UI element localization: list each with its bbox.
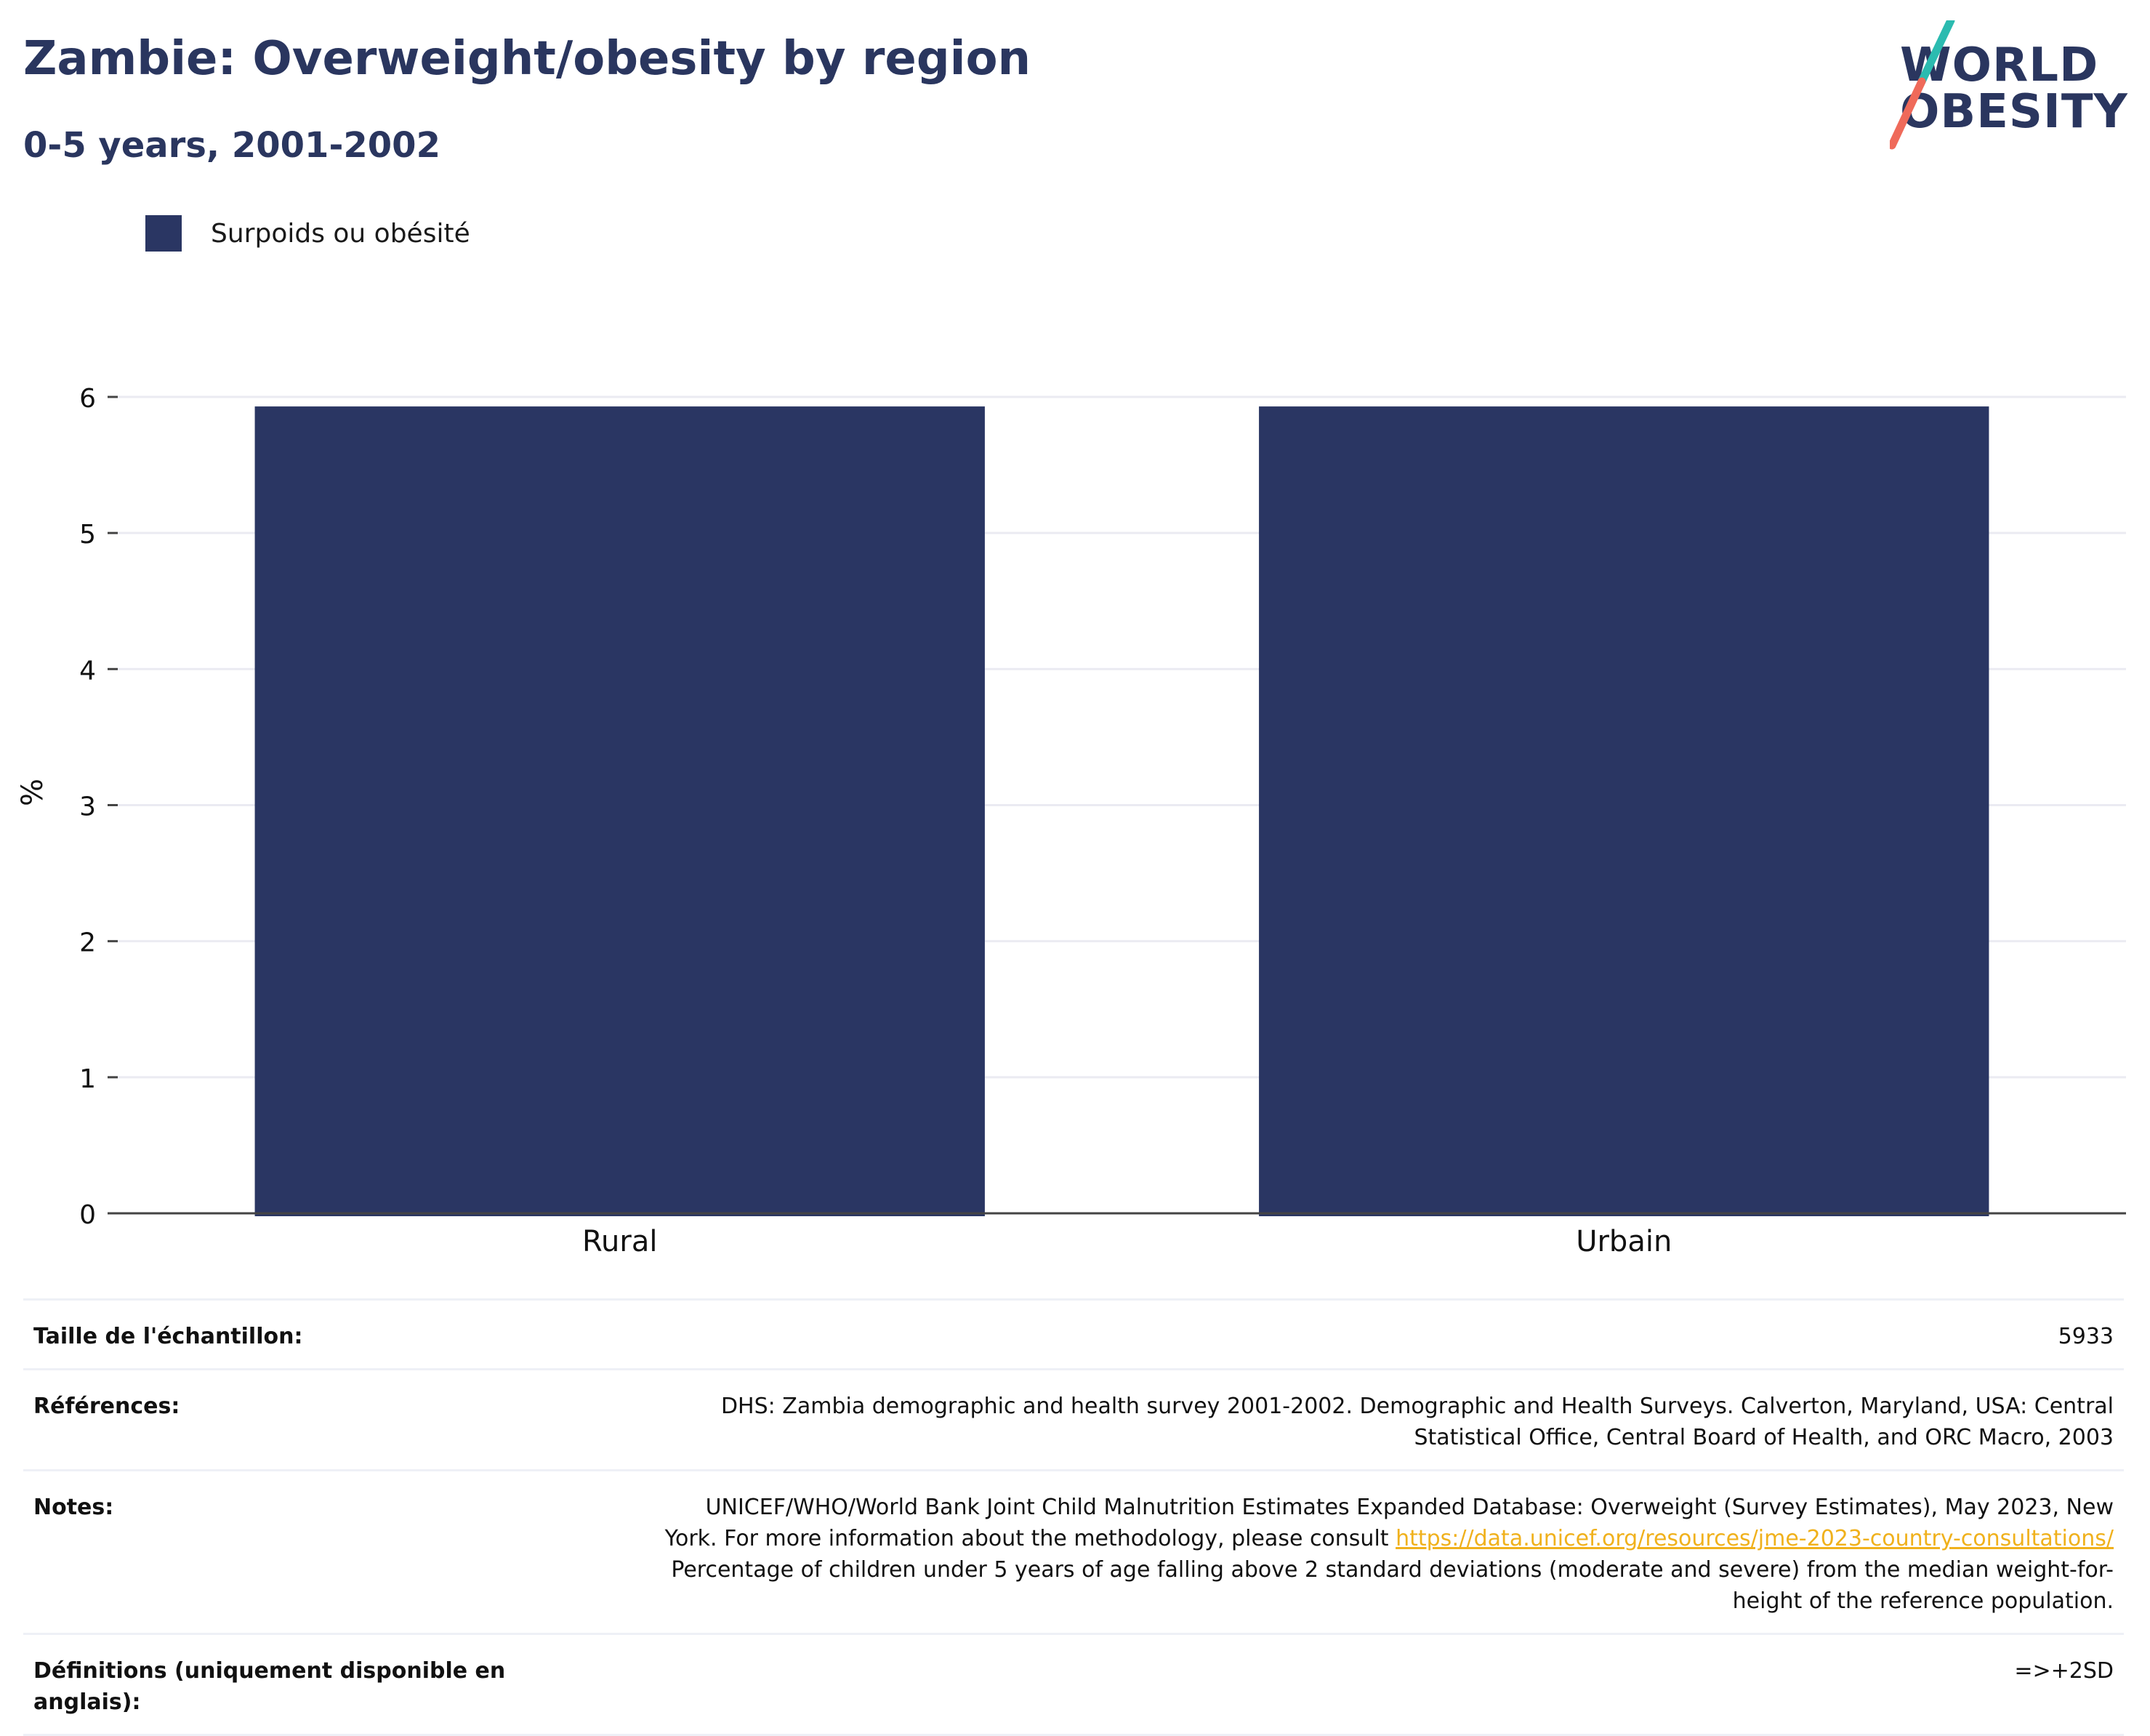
- legend-swatch: [145, 215, 182, 252]
- bars: [254, 406, 1989, 1216]
- info-row-notes: Notes: UNICEF/WHO/World Bank Joint Child…: [23, 1469, 2124, 1633]
- methodology-link[interactable]: https://data.unicef.org/resources/jme-20…: [1396, 1526, 2114, 1551]
- bar-rural[interactable]: [254, 406, 985, 1216]
- bar-chart: 0 1 2 3 4 5 6 Rural Urbain %: [16, 384, 2126, 1258]
- definitions-label-line-1: Définitions (uniquement disponible en: [33, 1658, 506, 1684]
- x-tick-label: Rural: [582, 1225, 657, 1258]
- y-tick-label: 3: [79, 792, 96, 822]
- y-tick-label: 4: [79, 656, 96, 686]
- info-table: Taille de l'échantillon: 5933 Références…: [23, 1298, 2124, 1736]
- y-tick-label: 2: [79, 928, 96, 958]
- chart-legend: Surpoids ou obésité: [145, 215, 470, 252]
- definitions-label-line-2: anglais):: [33, 1689, 141, 1715]
- notes-line-4: height of the reference population.: [1732, 1588, 2114, 1614]
- x-tick-label: Urbain: [1576, 1225, 1672, 1258]
- notes-line-1: UNICEF/WHO/World Bank Joint Child Malnut…: [705, 1495, 2114, 1520]
- references-line-1: DHS: Zambia demographic and health surve…: [720, 1394, 2114, 1419]
- logo-slash-icon: [1890, 20, 1955, 150]
- definitions-value: =>+2SD: [2014, 1658, 2114, 1684]
- references-value: DHS: Zambia demographic and health surve…: [542, 1391, 2114, 1453]
- y-tick-label: 0: [79, 1200, 96, 1230]
- y-axis-label: %: [16, 779, 49, 806]
- world-obesity-logo: WORLD OBESITY: [1890, 20, 2137, 158]
- notes-line-3: Percentage of children under 5 years of …: [671, 1557, 2114, 1583]
- info-row-definitions: Définitions (uniquement disponible en an…: [23, 1633, 2124, 1736]
- y-tick-label: 1: [79, 1064, 96, 1094]
- y-tick-label: 5: [79, 520, 96, 550]
- sample-size-label: Taille de l'échantillon:: [33, 1324, 303, 1349]
- info-row-sample: Taille de l'échantillon: 5933: [23, 1298, 2124, 1368]
- notes-value: UNICEF/WHO/World Bank Joint Child Malnut…: [542, 1492, 2114, 1617]
- info-row-references: Références: DHS: Zambia demographic and …: [23, 1368, 2124, 1469]
- references-label: Références:: [33, 1394, 180, 1419]
- chart-title: Zambie: Overweight/obesity by region: [23, 32, 1031, 86]
- definitions-label: Définitions (uniquement disponible en an…: [33, 1655, 513, 1718]
- legend-label: Surpoids ou obésité: [211, 218, 470, 249]
- logo-text-obesity: OBESITY: [1900, 85, 2128, 139]
- notes-label: Notes:: [33, 1495, 114, 1520]
- notes-line-2: York. For more information about the met…: [664, 1526, 1389, 1551]
- y-tick-label: 6: [79, 384, 96, 414]
- references-line-2: Statistical Office, Central Board of Hea…: [1414, 1425, 2114, 1450]
- chart-subtitle: 0-5 years, 2001-2002: [23, 125, 440, 166]
- bar-urbain[interactable]: [1259, 406, 1989, 1216]
- axes: 0 1 2 3 4 5 6 Rural Urbain: [79, 384, 2126, 1258]
- sample-size-value: 5933: [2058, 1324, 2114, 1349]
